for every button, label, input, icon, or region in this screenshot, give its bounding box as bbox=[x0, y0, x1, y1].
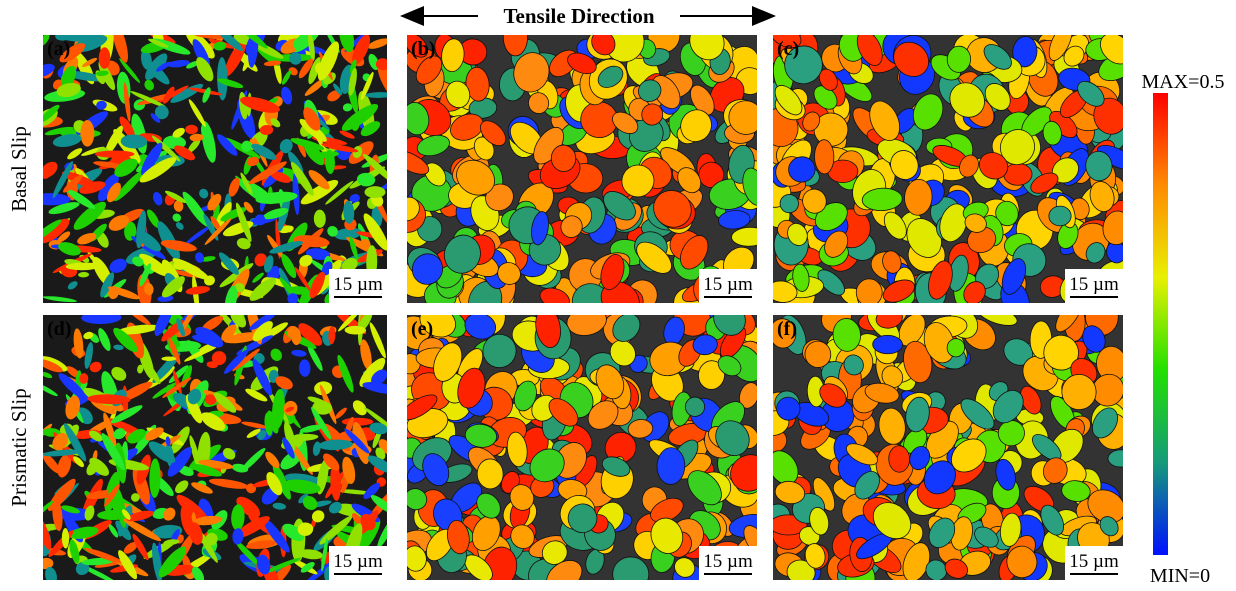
panel-label: (f) bbox=[777, 318, 797, 340]
grain bbox=[873, 335, 903, 354]
scale-bar-label: 15 µm bbox=[1069, 274, 1119, 295]
panel-label: (a) bbox=[47, 38, 70, 60]
grain bbox=[161, 357, 176, 361]
grain bbox=[888, 445, 910, 472]
tensile-direction: Tensile Direction bbox=[503, 4, 654, 28]
grain bbox=[1108, 450, 1133, 467]
grain bbox=[365, 186, 386, 198]
grain bbox=[856, 279, 882, 307]
grain bbox=[95, 150, 135, 157]
colorbar bbox=[1153, 93, 1168, 555]
grain bbox=[80, 120, 94, 147]
map-panel bbox=[33, 302, 399, 586]
grain bbox=[814, 140, 834, 175]
row-label: Basal Slip bbox=[7, 126, 31, 212]
scale-bar-label: 15 µm bbox=[333, 551, 383, 572]
panel-label: (b) bbox=[411, 38, 435, 60]
figure: Tensile Direction MAX=0.5 MIN=0 Basal Sl… bbox=[0, 0, 1236, 586]
panel-label: (c) bbox=[777, 38, 799, 60]
panel-label: (d) bbox=[47, 318, 71, 340]
row-label: Prismatic Slip bbox=[7, 388, 31, 506]
scale-bar-label: 15 µm bbox=[703, 551, 753, 572]
colorbar-max: MAX=0.5 bbox=[1142, 71, 1225, 93]
panel-label: (e) bbox=[411, 318, 433, 340]
colorbar-min: MIN=0 bbox=[1150, 565, 1210, 586]
scale-bar-label: 15 µm bbox=[333, 274, 383, 295]
map-panel bbox=[388, 295, 775, 586]
grain bbox=[185, 125, 198, 134]
scale-bar-label: 15 µm bbox=[703, 274, 753, 295]
map-panel bbox=[753, 296, 1143, 586]
grain bbox=[1049, 206, 1072, 226]
scale-bar-label: 15 µm bbox=[1069, 551, 1119, 572]
panels: Basal Slip (a) 15 µm (b) 15 µm (c) 15 µm Prisma… bbox=[7, 14, 1142, 586]
